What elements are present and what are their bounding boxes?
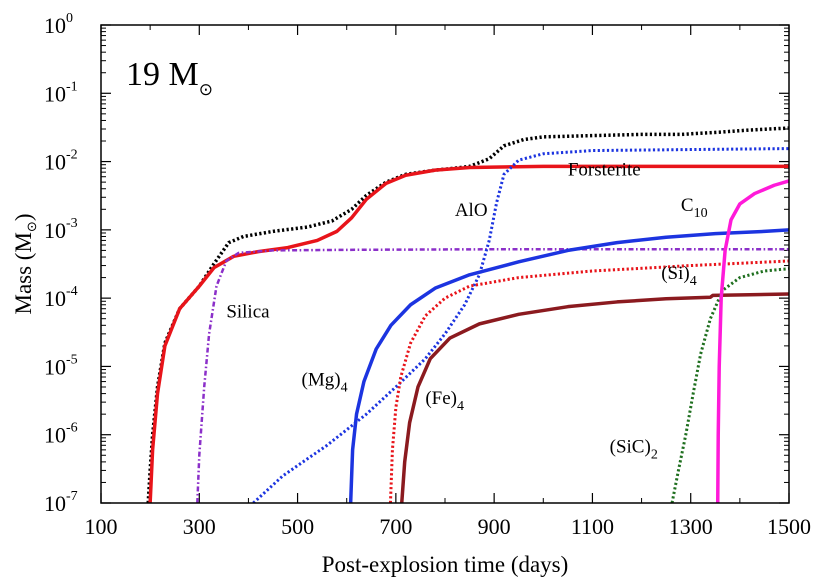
series-line-sic2 bbox=[670, 267, 789, 503]
annotation-text: (Si) bbox=[661, 263, 690, 284]
y-axis-title: Mass (M⊙) bbox=[11, 214, 39, 315]
annotation-text: Forsterite bbox=[568, 160, 641, 181]
series-line-c10 bbox=[715, 179, 789, 503]
x-tick-label: 300 bbox=[183, 514, 216, 539]
y-axis-sun-symbol: ⊙ bbox=[24, 221, 39, 232]
annotation-text: C bbox=[681, 195, 694, 216]
annotation-silica: Silica bbox=[226, 302, 270, 323]
annotation-subscript: 4 bbox=[457, 399, 464, 414]
series-line-total bbox=[146, 126, 789, 503]
series-line-silica bbox=[196, 248, 789, 503]
y-tick-label: 10-6 bbox=[44, 421, 78, 448]
x-tick-label: 1100 bbox=[571, 514, 614, 539]
annotation-c10: C10 bbox=[681, 195, 708, 221]
annotation-subscript: 4 bbox=[341, 380, 348, 395]
x-tick-labels: 100 300 500 700 900 1100 1300 1500 bbox=[85, 514, 812, 539]
y-tick-exponent: -5 bbox=[66, 352, 78, 367]
y-tick-base: 10 bbox=[44, 218, 66, 243]
series-layer bbox=[146, 126, 789, 503]
series-line-fe4 bbox=[400, 292, 789, 503]
annotation-mg4: (Mg)4 bbox=[302, 369, 348, 395]
y-tick-base: 10 bbox=[44, 13, 66, 38]
annotation-text: (SiC) bbox=[610, 436, 651, 457]
series-line-mg4 bbox=[348, 228, 789, 503]
y-tick-exponent: -7 bbox=[66, 489, 78, 504]
y-tick-exponent: -1 bbox=[66, 79, 78, 94]
series-line-forsterite bbox=[148, 164, 789, 503]
annotation-text: (Mg) bbox=[302, 369, 341, 390]
y-tick-exponent: -3 bbox=[66, 216, 78, 231]
y-tick-label: 10-2 bbox=[44, 148, 78, 175]
annotation-text: AlO bbox=[455, 200, 488, 221]
y-tick-base: 10 bbox=[44, 491, 66, 516]
y-axis-close: ) bbox=[11, 214, 36, 222]
annotation-alo: AlO bbox=[455, 200, 488, 221]
annotation-text: (Fe) bbox=[425, 388, 457, 409]
plot-frame bbox=[100, 24, 790, 504]
annotation-fe4: (Fe)4 bbox=[425, 388, 464, 414]
annotation-forsterite: Forsterite bbox=[568, 160, 641, 181]
chart-title-text: 19 M bbox=[126, 56, 199, 93]
series-line-si4 bbox=[388, 259, 789, 503]
sun-symbol: ⊙ bbox=[199, 80, 213, 99]
y-tick-label: 10-1 bbox=[44, 79, 78, 106]
x-tick-label: 100 bbox=[85, 514, 118, 539]
x-tick-label: 500 bbox=[281, 514, 314, 539]
y-tick-label: 10-3 bbox=[44, 216, 78, 243]
y-tick-label: 100 bbox=[44, 11, 73, 38]
y-tick-exponent: -4 bbox=[66, 284, 78, 299]
x-tick-label: 700 bbox=[379, 514, 412, 539]
y-tick-base: 10 bbox=[44, 286, 66, 311]
y-tick-exponent: -2 bbox=[66, 148, 78, 163]
annotation-subscript: 2 bbox=[651, 447, 658, 462]
y-tick-label: 10-7 bbox=[44, 489, 78, 516]
annotation-subscript: 10 bbox=[694, 206, 708, 221]
y-tick-base: 10 bbox=[44, 423, 66, 448]
annotations: ForsteriteC10AlO(Si)4Silica(Mg)4(Fe)4(Si… bbox=[226, 160, 707, 463]
y-tick-base: 10 bbox=[44, 81, 66, 106]
annotation-text: Silica bbox=[226, 302, 270, 323]
chart-title: 19 M⊙ bbox=[126, 56, 213, 99]
y-tick-label: 10-5 bbox=[44, 352, 78, 379]
x-tick-label: 900 bbox=[478, 514, 511, 539]
x-axis-title: Post-explosion time (days) bbox=[322, 552, 569, 577]
annotation-si4: (Si)4 bbox=[661, 263, 697, 289]
y-axis-title-text: Mass (M bbox=[11, 232, 36, 314]
y-tick-base: 10 bbox=[44, 354, 66, 379]
y-tick-exponent: -6 bbox=[66, 421, 78, 436]
x-tick-label: 1300 bbox=[669, 514, 713, 539]
y-tick-exponent: 0 bbox=[66, 11, 73, 26]
y-tick-label: 10-4 bbox=[44, 284, 78, 311]
x-tick-label: 1500 bbox=[767, 514, 811, 539]
annotation-sic2: (SiC)2 bbox=[610, 436, 658, 462]
annotation-subscript: 4 bbox=[690, 274, 697, 289]
y-tick-base: 10 bbox=[44, 150, 66, 175]
